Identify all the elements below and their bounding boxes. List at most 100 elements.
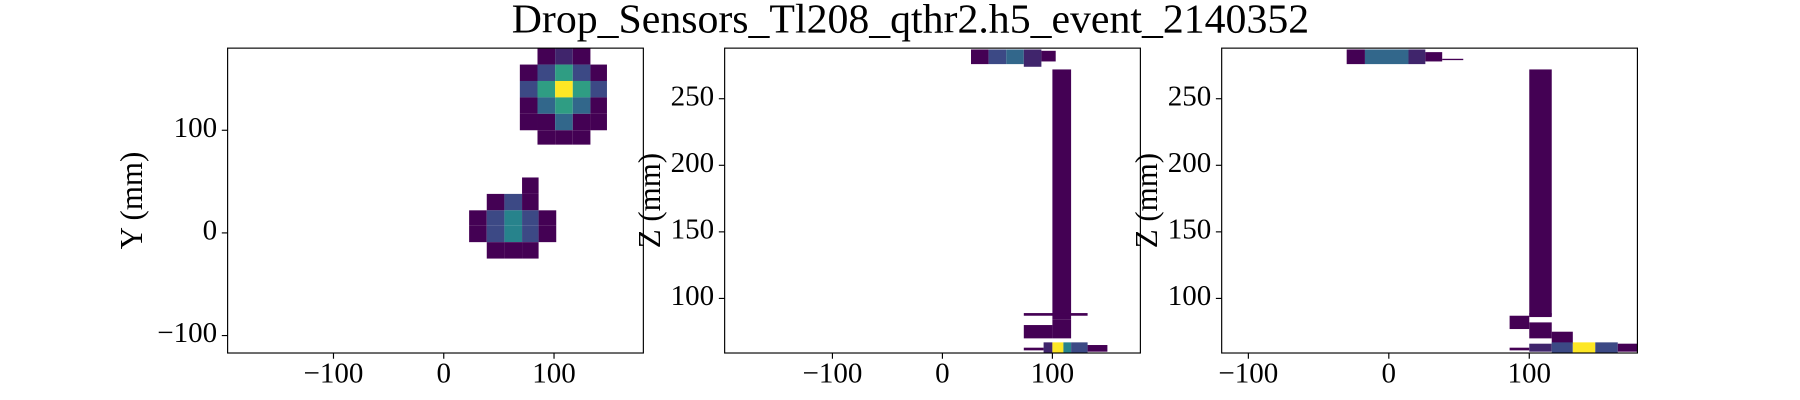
heatmap-cell (1043, 342, 1053, 354)
axes-frame (1221, 47, 1639, 354)
heatmap-cell (1023, 49, 1042, 67)
x-tick-label: −100 (802, 358, 862, 390)
heatmap-cell (1529, 322, 1552, 339)
y-tick-label: 150 (1168, 214, 1212, 246)
heatmap-cell (1052, 342, 1064, 354)
heatmap-cell (988, 49, 1007, 65)
y-tick-label: 250 (671, 80, 715, 112)
heatmap-cell (537, 113, 556, 131)
heatmap-cell (590, 113, 607, 131)
heatmap-cell (971, 49, 989, 65)
heatmap-cell (1023, 325, 1053, 339)
heatmap-cell (572, 48, 591, 65)
x-tick-label: 100 (532, 358, 576, 390)
heatmap-cell (504, 225, 523, 243)
heatmap-cell (504, 210, 523, 226)
y-axis-label: Y (mm) (114, 152, 149, 250)
x-tick-label: 100 (1031, 358, 1075, 390)
heatmap-cell (572, 80, 591, 98)
heatmap-cell (1442, 58, 1464, 61)
heatmap-cell (572, 113, 591, 131)
y-tick-label: 250 (1168, 80, 1212, 112)
heatmap-cell (1052, 69, 1072, 320)
heatmap-cell (1364, 49, 1409, 65)
heatmap-cell (590, 80, 607, 98)
x-tick-label: 100 (1508, 358, 1552, 390)
heatmap-cell (1617, 343, 1638, 352)
heatmap-cell (519, 113, 538, 131)
plot-area (469, 48, 607, 259)
heatmap-cell (1063, 342, 1072, 354)
heatmap-cell (522, 225, 539, 243)
heatmap-cell (1023, 347, 1044, 351)
heatmap-cell (555, 80, 573, 98)
heatmap-cell (537, 130, 556, 145)
heatmap-cell (522, 242, 539, 259)
y-tick-label: 100 (1168, 280, 1212, 312)
x-tick-label: 0 (1382, 358, 1397, 390)
heatmap-cell (1041, 50, 1056, 62)
heatmap-cell (537, 64, 556, 81)
heatmap-cell (519, 64, 538, 81)
figure-title: Drop_Sensors_Tl208_qthr2.h5_event_214035… (512, 0, 1309, 41)
plot-area (1346, 49, 1638, 354)
heatmap-cell (1529, 69, 1552, 318)
heatmap-cell (572, 64, 591, 81)
heatmap-cell (555, 130, 573, 145)
heatmap-cell (1071, 342, 1088, 354)
heatmap-cell (522, 177, 539, 194)
heatmap-cell (486, 225, 505, 243)
heatmap-cell (1572, 342, 1596, 354)
heatmap-cell (1346, 49, 1365, 65)
heatmap-cell (537, 48, 556, 65)
heatmap-cell (1551, 342, 1573, 354)
heatmap-cell (486, 210, 505, 226)
heatmap-cell (572, 130, 591, 145)
heatmap-cell (537, 80, 556, 98)
heatmap-cell (1551, 331, 1573, 344)
y-tick-label: 100 (671, 280, 715, 312)
heatmap-cell (1408, 49, 1426, 65)
heatmap-cell (538, 225, 557, 243)
heatmap-cell (486, 242, 505, 259)
x-tick-label: 0 (935, 358, 950, 390)
heatmap-cell (590, 97, 607, 114)
y-tick-label: 100 (174, 112, 218, 144)
heatmap-cell (504, 193, 523, 211)
heatmap-cell (555, 97, 573, 114)
heatmap-cell (504, 242, 523, 259)
heatmap-cell (522, 193, 539, 211)
y-tick-label: 150 (671, 214, 715, 246)
y-axis-label: Z (mm) (632, 153, 667, 248)
heatmap-cell (555, 113, 573, 131)
heatmap-cell (486, 193, 505, 211)
heatmap-cell (590, 64, 607, 81)
heatmap-cell (519, 80, 538, 98)
heatmap-cell (1529, 343, 1552, 352)
heatmap-cell (555, 64, 573, 81)
heatmap-cell (469, 225, 487, 243)
axes-frame (227, 47, 644, 354)
heatmap-cell (538, 210, 557, 226)
heatmap-cell (555, 48, 573, 65)
x-tick-label: −100 (304, 358, 364, 390)
y-tick-label: 0 (203, 215, 218, 247)
heatmap-cell (469, 210, 487, 226)
y-tick-label: −100 (157, 317, 217, 349)
heatmap-cell (1509, 347, 1530, 351)
heatmap-cell (1595, 342, 1618, 354)
plot-area (971, 49, 1108, 354)
heatmap-cell (572, 97, 591, 114)
heatmap-cell (1052, 319, 1072, 339)
y-axis-label: Z (mm) (1129, 153, 1164, 248)
x-tick-label: 0 (436, 358, 451, 390)
y-tick-label: 200 (671, 147, 715, 179)
y-tick-label: 200 (1168, 147, 1212, 179)
heatmap-cell (1023, 313, 1088, 316)
heatmap-cell (537, 97, 556, 114)
heatmap-cell (519, 97, 538, 114)
x-tick-label: −100 (1218, 358, 1278, 390)
heatmap-cell (1006, 49, 1024, 65)
heatmap-cell (1529, 313, 1552, 316)
